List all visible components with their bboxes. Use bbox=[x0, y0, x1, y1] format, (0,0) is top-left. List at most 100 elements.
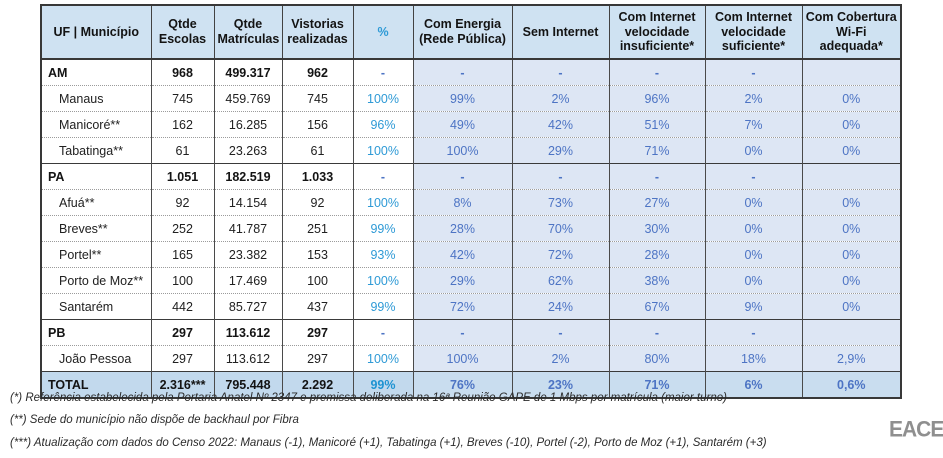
table-cell: 61 bbox=[150, 137, 215, 164]
table-cell: 297 bbox=[150, 319, 215, 346]
table-cell: 27% bbox=[608, 189, 706, 216]
municipality-row: Porto de Moz** 100 17.469 100 100% 29% 62% 38% 0… bbox=[40, 267, 902, 294]
eace-logo: EACE bbox=[889, 417, 943, 442]
table-cell: 18% bbox=[704, 345, 803, 372]
table-cell: 42% bbox=[412, 241, 513, 268]
table-cell: 2% bbox=[511, 345, 610, 372]
table-cell: - bbox=[704, 59, 803, 86]
table-cell: 23.263 bbox=[213, 137, 283, 164]
col-header-sem-internet: Sem Internet bbox=[511, 4, 610, 60]
uf-group-row: PB 297 113.612 297- - - - - bbox=[40, 319, 902, 346]
uf-group-row: PA 1.051 182.519 1.033- - - - - bbox=[40, 163, 902, 190]
table-cell bbox=[801, 59, 902, 86]
municipality-row: João Pessoa 297 113.612 297 100% 100% 2% 80% 18%… bbox=[40, 345, 902, 372]
table-cell: 156 bbox=[281, 111, 354, 138]
table-cell: 745 bbox=[281, 85, 354, 112]
footnote-backhaul-fibra: (**) Sede do município não dispõe de bac… bbox=[10, 414, 299, 426]
table-cell: 99% bbox=[352, 371, 414, 398]
table-cell: - bbox=[608, 163, 706, 190]
table-cell: 165 bbox=[150, 241, 215, 268]
header-row: UF | Município Qtde Escolas Qtde Matrícu… bbox=[40, 4, 902, 60]
table-cell: 72% bbox=[511, 241, 610, 268]
table-cell: - bbox=[412, 163, 513, 190]
table-cell: 0% bbox=[801, 293, 902, 320]
table-cell: 100 bbox=[150, 267, 215, 294]
table-cell: 0% bbox=[704, 137, 803, 164]
table-cell: 51% bbox=[608, 111, 706, 138]
table-cell: 61 bbox=[281, 137, 354, 164]
table-cell: 99% bbox=[352, 293, 414, 320]
table-cell: 23% bbox=[511, 371, 610, 398]
table-cell: 17.469 bbox=[213, 267, 283, 294]
col-header-qtde-escolas: Qtde Escolas bbox=[150, 4, 215, 60]
table-cell: 42% bbox=[511, 111, 610, 138]
col-header-cobertura-wifi: Com Cobertura Wi-Fi adequada* bbox=[801, 4, 902, 60]
table-cell: 71% bbox=[608, 371, 706, 398]
table-cell: 9% bbox=[704, 293, 803, 320]
col-header-qtde-matriculas: Qtde Matrículas bbox=[213, 4, 283, 60]
table-cell: 0% bbox=[801, 267, 902, 294]
table-cell: - bbox=[511, 163, 610, 190]
table-cell: 962 bbox=[281, 59, 354, 86]
table-cell: 162 bbox=[150, 111, 215, 138]
table-cell: 0% bbox=[704, 189, 803, 216]
table-cell: - bbox=[352, 59, 414, 86]
table-cell: 113.612 bbox=[213, 319, 283, 346]
municipality-row: Portel** 165 23.382 153 93% 42% 72% 28% 0% 0% bbox=[40, 241, 902, 268]
table-cell: 29% bbox=[412, 267, 513, 294]
municipality-row: Manicoré** 162 16.285 156 96% 49% 42% 51% 7% 0% bbox=[40, 111, 902, 138]
row-label: AM bbox=[40, 59, 152, 86]
row-label: Porto de Moz** bbox=[40, 267, 152, 294]
col-header-com-energia: Com Energia (Rede Pública) bbox=[412, 4, 513, 60]
table-cell: 92 bbox=[150, 189, 215, 216]
table-cell: 251 bbox=[281, 215, 354, 242]
table-cell: 96% bbox=[608, 85, 706, 112]
table-cell: 2% bbox=[704, 85, 803, 112]
row-label: Santarém bbox=[40, 293, 152, 320]
table-cell: 437 bbox=[281, 293, 354, 320]
table-cell: 100% bbox=[352, 345, 414, 372]
total-row: TOTAL 2.316*** 795.448 2.292 99% 76% 23% 71% 6% 0… bbox=[40, 371, 902, 398]
table-cell: - bbox=[608, 319, 706, 346]
table-cell: 80% bbox=[608, 345, 706, 372]
table-cell: - bbox=[352, 163, 414, 190]
row-label: Tabatinga** bbox=[40, 137, 152, 164]
table-cell: 0% bbox=[801, 189, 902, 216]
table-cell: 23.382 bbox=[213, 241, 283, 268]
table-cell: 113.612 bbox=[213, 345, 283, 372]
table-cell: 2,9% bbox=[801, 345, 902, 372]
table-cell: 0% bbox=[801, 241, 902, 268]
table-cell: 0% bbox=[801, 215, 902, 242]
table-cell: 85.727 bbox=[213, 293, 283, 320]
table-cell: - bbox=[352, 319, 414, 346]
table-cell: 62% bbox=[511, 267, 610, 294]
table-cell: 72% bbox=[412, 293, 513, 320]
table-cell: - bbox=[412, 319, 513, 346]
table-cell: 100% bbox=[412, 345, 513, 372]
table-cell: 0% bbox=[704, 215, 803, 242]
table-cell: 2.292 bbox=[281, 371, 354, 398]
table-cell: 252 bbox=[150, 215, 215, 242]
table-cell: 100% bbox=[352, 85, 414, 112]
row-label: Manaus bbox=[40, 85, 152, 112]
table-cell: 0,6% bbox=[801, 371, 902, 398]
table-cell: 92 bbox=[281, 189, 354, 216]
col-header-internet-suficiente: Com Internet velocidade suficiente* bbox=[704, 4, 803, 60]
table-cell: - bbox=[511, 59, 610, 86]
table-cell bbox=[801, 319, 902, 346]
row-label: Portel** bbox=[40, 241, 152, 268]
table-cell: 100 bbox=[281, 267, 354, 294]
table-cell: 2% bbox=[511, 85, 610, 112]
table-cell bbox=[801, 163, 902, 190]
row-label: Manicoré** bbox=[40, 111, 152, 138]
row-label: Afuá** bbox=[40, 189, 152, 216]
table-cell: 0% bbox=[801, 111, 902, 138]
row-label: Breves** bbox=[40, 215, 152, 242]
table-cell: 71% bbox=[608, 137, 706, 164]
table-cell: - bbox=[704, 319, 803, 346]
table-cell: 14.154 bbox=[213, 189, 283, 216]
municipality-row: Santarém 442 85.727 437 99% 72% 24% 67% 9% 0% bbox=[40, 293, 902, 320]
table-body: AM 968 499.317 962- - - - - Manaus 745 459.769 745 1… bbox=[40, 59, 902, 398]
table-cell: 73% bbox=[511, 189, 610, 216]
